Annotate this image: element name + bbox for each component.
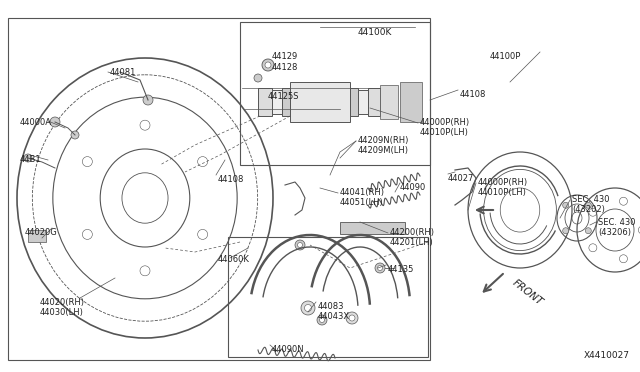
Text: 44209M(LH): 44209M(LH) (358, 146, 409, 155)
Circle shape (346, 312, 358, 324)
Text: 44030(LH): 44030(LH) (40, 308, 84, 317)
Text: 44000A: 44000A (20, 118, 52, 127)
Text: X4410027: X4410027 (584, 351, 630, 360)
Circle shape (319, 317, 324, 323)
Bar (272, 90, 282, 114)
Circle shape (375, 263, 385, 273)
Text: (43202): (43202) (572, 205, 605, 214)
Circle shape (143, 95, 153, 105)
Circle shape (24, 154, 32, 162)
Circle shape (265, 62, 271, 68)
Text: 44108: 44108 (218, 175, 244, 184)
Text: 44010P(LH): 44010P(LH) (478, 188, 527, 197)
Bar (380, 85, 398, 119)
Text: 44100P: 44100P (490, 52, 522, 61)
Text: 44020(RH): 44020(RH) (40, 298, 85, 307)
Bar (258, 88, 272, 116)
Text: 44201(LH): 44201(LH) (390, 238, 434, 247)
Text: (43206): (43206) (598, 228, 631, 237)
Bar (340, 222, 405, 234)
Text: 44027: 44027 (448, 174, 474, 183)
Circle shape (563, 228, 569, 234)
Text: SEC. 430: SEC. 430 (572, 195, 609, 204)
Text: 44081: 44081 (110, 68, 136, 77)
Text: 44020G: 44020G (25, 228, 58, 237)
Circle shape (378, 266, 383, 270)
Bar (368, 88, 380, 116)
Bar (290, 82, 350, 122)
Circle shape (262, 59, 274, 71)
Circle shape (301, 301, 315, 315)
Text: 44125S: 44125S (268, 92, 300, 101)
Bar (282, 88, 290, 116)
Text: 44000P(RH): 44000P(RH) (478, 178, 528, 187)
Bar (350, 88, 358, 116)
Text: 44209N(RH): 44209N(RH) (358, 136, 410, 145)
Bar (228, 237, 428, 357)
Text: 44043X: 44043X (318, 312, 350, 321)
Bar (358, 90, 368, 114)
Text: 44090N: 44090N (272, 345, 305, 354)
Circle shape (586, 228, 591, 234)
Circle shape (317, 315, 327, 325)
Circle shape (305, 305, 312, 311)
Circle shape (298, 243, 303, 247)
Bar (28, 230, 46, 242)
Text: 44128: 44128 (272, 63, 298, 72)
Text: FRONT: FRONT (510, 278, 544, 308)
Text: 44129: 44129 (272, 52, 298, 61)
Circle shape (586, 202, 591, 208)
Circle shape (254, 74, 262, 82)
Bar (400, 82, 422, 122)
Text: 44083: 44083 (318, 302, 344, 311)
Text: 44000P(RH): 44000P(RH) (420, 118, 470, 127)
Bar (8, 18, 430, 360)
Circle shape (563, 202, 569, 208)
Circle shape (71, 131, 79, 139)
Circle shape (295, 240, 305, 250)
Text: 44B1: 44B1 (20, 155, 42, 164)
Text: 44010P(LH): 44010P(LH) (420, 128, 469, 137)
Text: 44135: 44135 (388, 265, 414, 274)
Text: 44200(RH): 44200(RH) (390, 228, 435, 237)
Text: 44100K: 44100K (358, 28, 392, 37)
Text: 44060K: 44060K (218, 255, 250, 264)
Text: 44090: 44090 (400, 183, 426, 192)
Text: 44041(RH): 44041(RH) (340, 188, 385, 197)
Text: SEC. 430: SEC. 430 (598, 218, 636, 227)
Circle shape (349, 315, 355, 321)
Text: 44108: 44108 (460, 90, 486, 99)
Circle shape (50, 117, 60, 127)
Text: 44051(LH): 44051(LH) (340, 198, 384, 207)
Bar (240, 22, 430, 165)
